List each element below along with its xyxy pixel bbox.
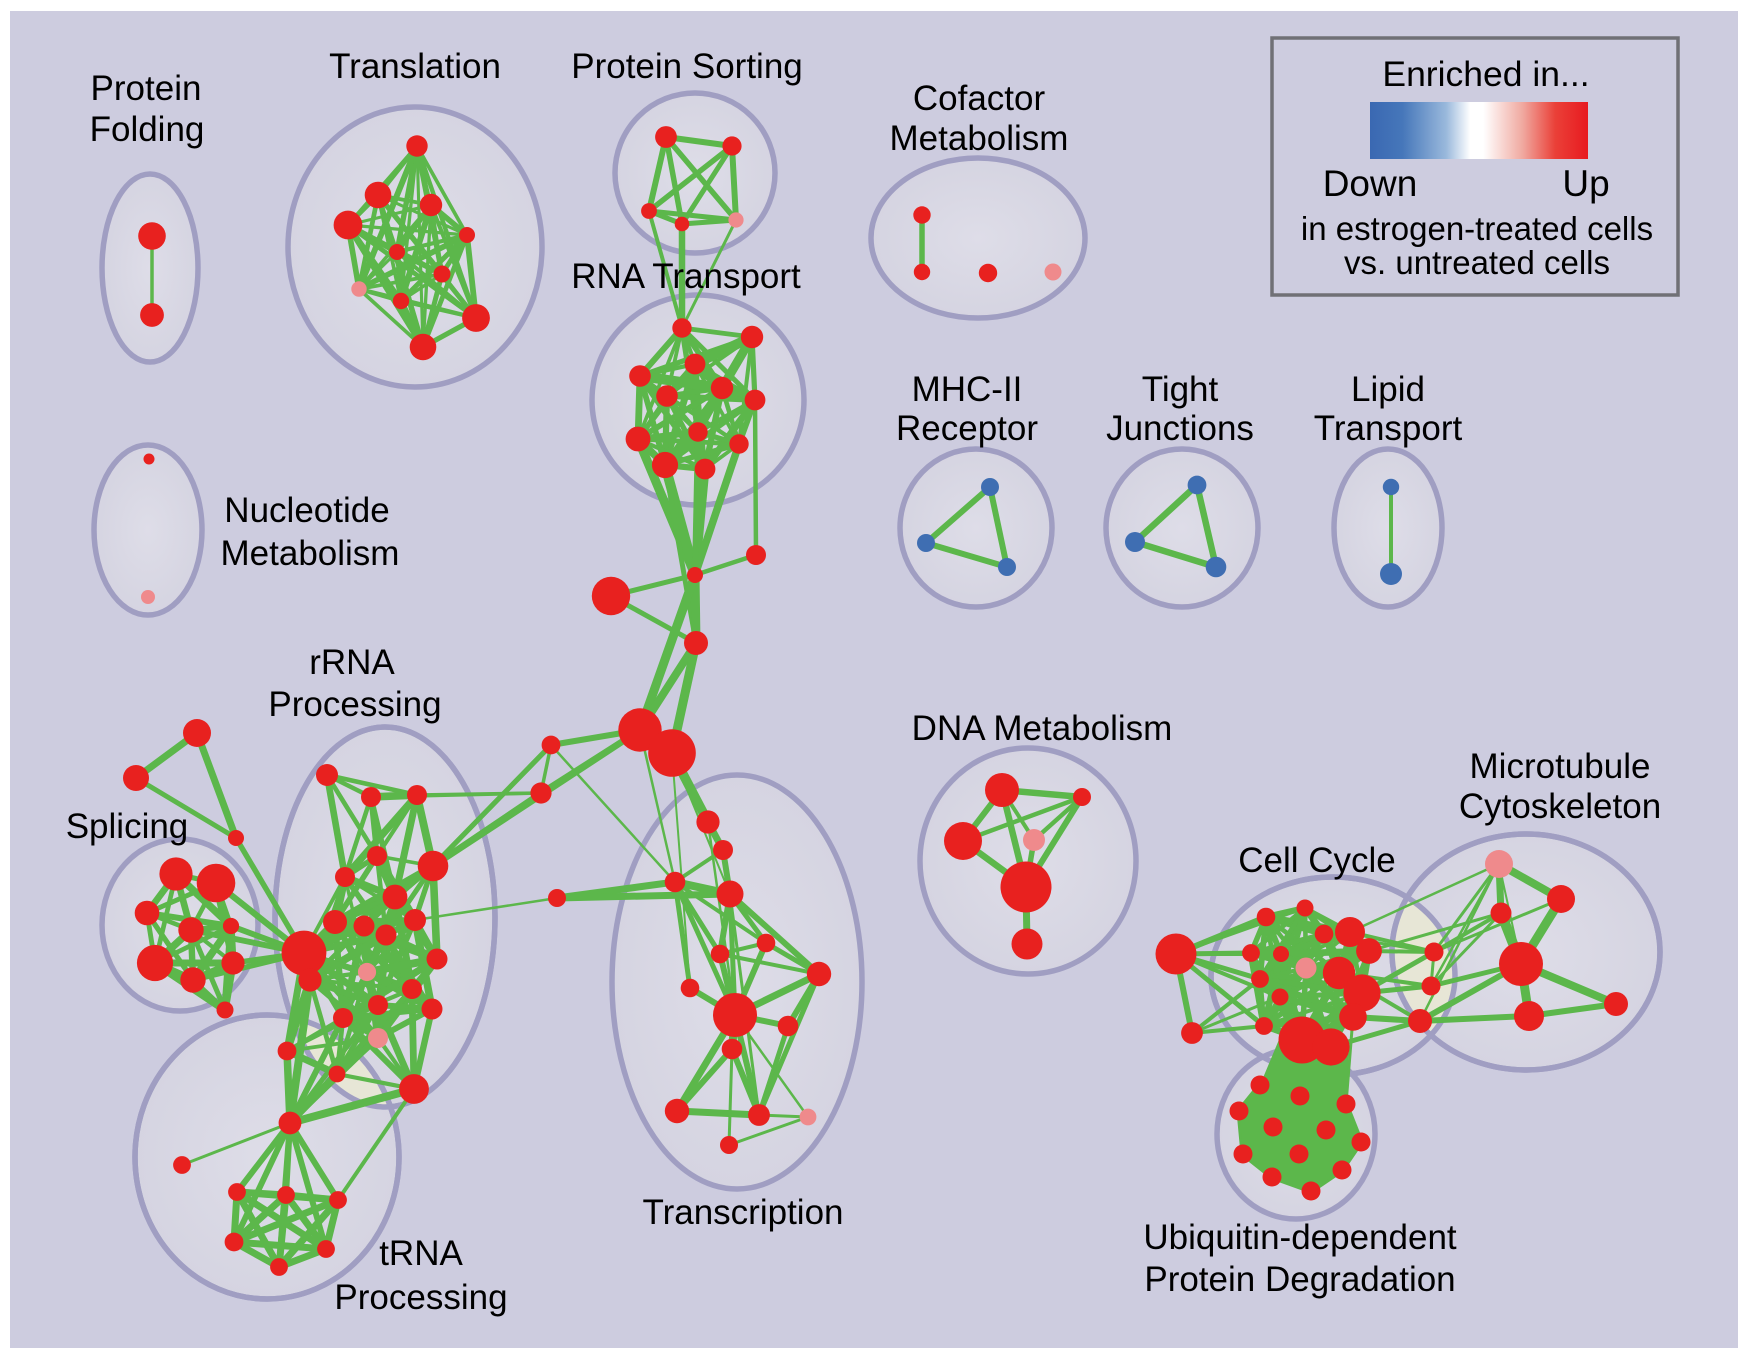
svg-text:Tight: Tight [1142, 370, 1219, 409]
svg-text:RNA Transport: RNA Transport [571, 257, 801, 296]
svg-text:Folding: Folding [90, 110, 205, 149]
svg-text:tRNA: tRNA [379, 1234, 463, 1273]
svg-text:Microtubule: Microtubule [1470, 747, 1651, 786]
svg-text:Metabolism: Metabolism [221, 534, 400, 573]
svg-text:Lipid: Lipid [1351, 370, 1425, 409]
svg-text:Processing: Processing [334, 1278, 507, 1317]
svg-text:Processing: Processing [268, 685, 441, 724]
svg-text:Nucleotide: Nucleotide [224, 491, 389, 530]
svg-text:Protein Degradation: Protein Degradation [1144, 1260, 1455, 1299]
svg-text:Enriched in...: Enriched in... [1382, 54, 1589, 94]
svg-text:Down: Down [1323, 163, 1418, 204]
svg-text:Cofactor: Cofactor [913, 79, 1046, 118]
svg-text:Cell Cycle: Cell Cycle [1238, 841, 1396, 880]
svg-text:Junctions: Junctions [1106, 409, 1254, 448]
svg-text:MHC-II: MHC-II [912, 370, 1023, 409]
svg-text:in estrogen-treated cells: in estrogen-treated cells [1301, 210, 1653, 247]
svg-text:Translation: Translation [329, 47, 501, 86]
svg-text:Up: Up [1562, 163, 1609, 204]
svg-text:Protein: Protein [91, 69, 202, 108]
svg-text:Metabolism: Metabolism [890, 119, 1069, 158]
svg-text:rRNA: rRNA [309, 643, 395, 682]
svg-text:Ubiquitin-dependent: Ubiquitin-dependent [1143, 1218, 1457, 1257]
svg-text:Protein Sorting: Protein Sorting [571, 47, 803, 86]
svg-text:Transcription: Transcription [643, 1193, 844, 1232]
svg-text:DNA Metabolism: DNA Metabolism [912, 709, 1173, 748]
svg-text:Transport: Transport [1314, 409, 1463, 448]
svg-text:vs. untreated cells: vs. untreated cells [1344, 244, 1610, 281]
svg-text:Receptor: Receptor [896, 409, 1038, 448]
svg-text:Splicing: Splicing [66, 807, 189, 846]
svg-text:Cytoskeleton: Cytoskeleton [1459, 787, 1661, 826]
